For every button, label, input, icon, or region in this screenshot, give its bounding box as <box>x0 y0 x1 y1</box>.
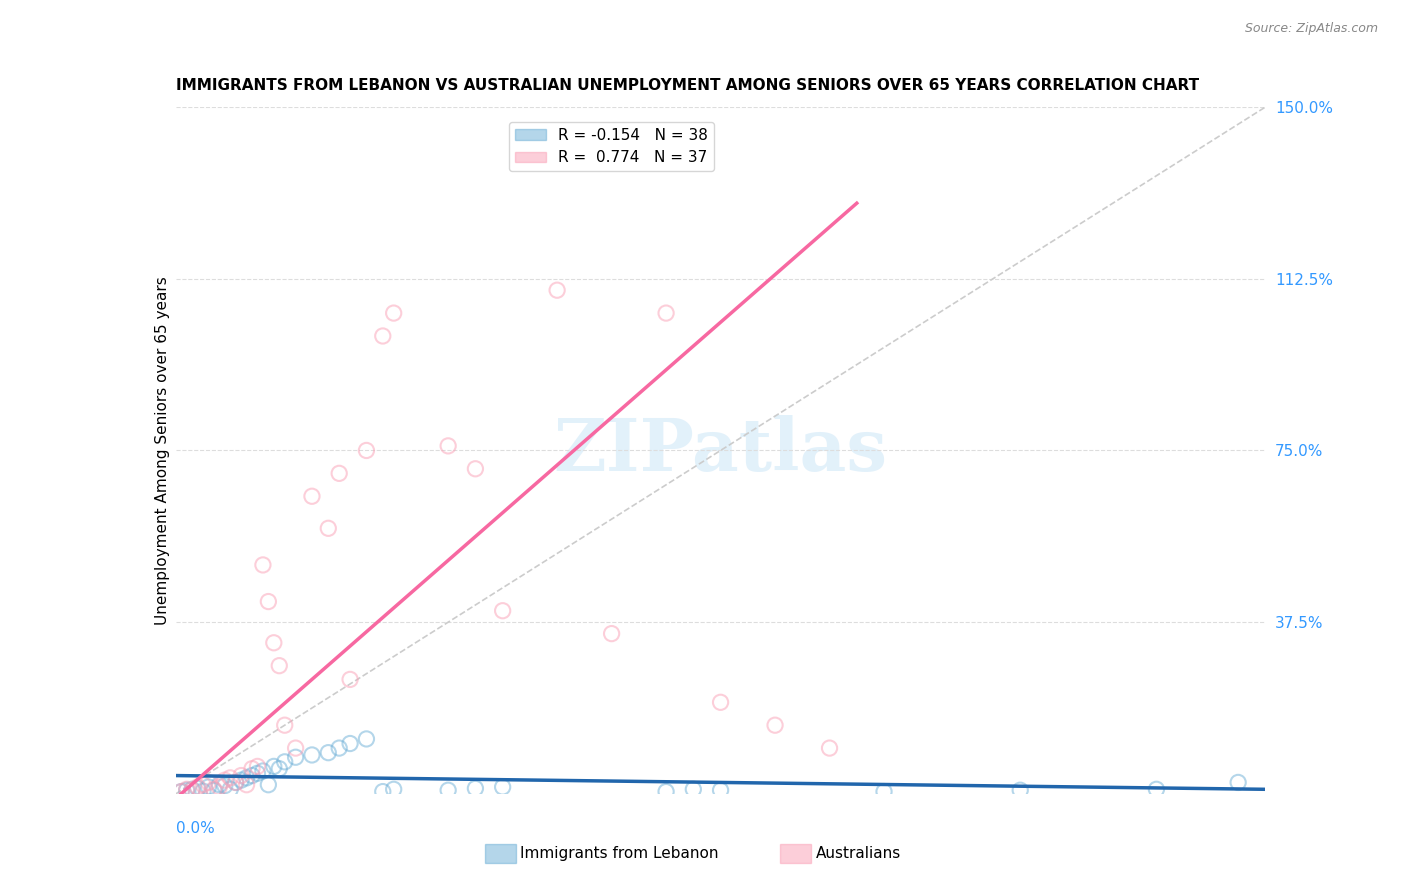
Text: Source: ZipAtlas.com: Source: ZipAtlas.com <box>1244 22 1378 36</box>
Point <box>231 773 253 788</box>
Point <box>197 780 219 794</box>
Point <box>464 462 486 476</box>
Point <box>231 768 253 782</box>
Point <box>225 775 247 789</box>
Text: Immigrants from Lebanon: Immigrants from Lebanon <box>520 847 718 861</box>
Text: 0.0%: 0.0% <box>176 822 215 837</box>
Point <box>191 778 214 792</box>
Text: Australians: Australians <box>815 847 901 861</box>
Point <box>437 783 460 797</box>
Point <box>655 306 678 320</box>
Point <box>186 781 209 796</box>
Point <box>274 718 297 732</box>
Point <box>252 558 274 572</box>
Point <box>339 737 361 751</box>
Point <box>301 747 323 762</box>
Point <box>600 626 623 640</box>
Point <box>257 778 280 792</box>
Y-axis label: Unemployment Among Seniors over 65 years: Unemployment Among Seniors over 65 years <box>155 277 170 624</box>
Point <box>269 762 291 776</box>
Point <box>263 759 285 773</box>
Point <box>655 784 678 798</box>
Point <box>235 778 257 792</box>
Point <box>186 780 209 794</box>
Point <box>356 731 378 746</box>
Point <box>240 768 263 782</box>
Point <box>301 489 323 503</box>
Point <box>235 771 257 785</box>
Point <box>356 443 378 458</box>
Point <box>214 773 236 788</box>
Point <box>252 764 274 778</box>
Point <box>1144 782 1167 797</box>
Point <box>763 718 786 732</box>
Point <box>176 783 198 797</box>
Point <box>284 750 307 764</box>
Point <box>263 636 285 650</box>
Legend: R = -0.154   N = 38, R =  0.774   N = 37: R = -0.154 N = 38, R = 0.774 N = 37 <box>509 121 714 171</box>
Point <box>382 782 405 797</box>
Point <box>1010 783 1032 797</box>
Text: ZIPatlas: ZIPatlas <box>554 415 887 486</box>
Point <box>492 780 515 794</box>
Point <box>202 783 225 797</box>
Point <box>492 604 515 618</box>
Point <box>257 594 280 608</box>
Text: IMMIGRANTS FROM LEBANON VS AUSTRALIAN UNEMPLOYMENT AMONG SENIORS OVER 65 YEARS C: IMMIGRANTS FROM LEBANON VS AUSTRALIAN UN… <box>176 78 1199 94</box>
Point <box>284 741 307 756</box>
Point <box>197 775 219 789</box>
Point <box>246 759 269 773</box>
Point <box>269 658 291 673</box>
Point <box>328 467 350 481</box>
Point <box>181 782 204 797</box>
Point <box>382 306 405 320</box>
Point <box>225 775 247 789</box>
Point <box>274 755 297 769</box>
Point <box>339 673 361 687</box>
Point <box>214 779 236 793</box>
Point <box>464 781 486 796</box>
Point <box>873 784 896 798</box>
Point <box>202 782 225 797</box>
Point <box>546 283 568 297</box>
Point <box>191 784 214 798</box>
Point <box>710 783 733 797</box>
Point <box>246 766 269 780</box>
Point <box>318 746 340 760</box>
Point <box>818 741 841 756</box>
Point <box>437 439 460 453</box>
Point <box>328 741 350 756</box>
Point <box>371 784 394 798</box>
Point <box>219 782 242 797</box>
Point <box>371 329 394 343</box>
Point <box>318 521 340 535</box>
Point <box>710 695 733 709</box>
Point <box>170 784 193 798</box>
Point <box>176 782 198 797</box>
Point <box>208 780 231 794</box>
Point <box>170 784 193 798</box>
Point <box>1227 775 1250 789</box>
Point <box>682 782 704 797</box>
Point <box>240 762 263 776</box>
Point <box>181 783 204 797</box>
Point <box>208 778 231 792</box>
Point <box>219 771 242 785</box>
